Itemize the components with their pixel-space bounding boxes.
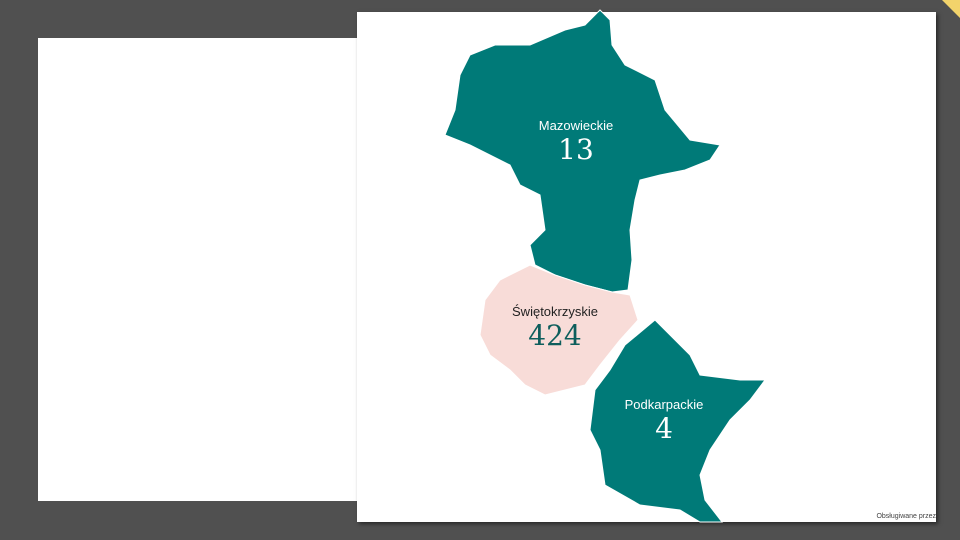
region-name: Podkarpackie [624, 397, 704, 412]
label-mazowieckie: Mazowieckie 13 [539, 118, 613, 166]
region-swietokrzyskie[interactable] [479, 264, 639, 396]
label-swietokrzyskie: Świętokrzyskie 424 [512, 304, 598, 352]
region-value: 424 [528, 319, 582, 352]
region-name: Mazowieckie [538, 118, 614, 133]
blank-panel [38, 38, 368, 501]
region-podkarpackie[interactable] [589, 319, 766, 523]
corner-marker [942, 0, 960, 18]
region-value: 4 [655, 412, 673, 445]
label-podkarpackie: Podkarpackie 4 [625, 397, 704, 445]
region-name: Świętokrzyskie [512, 304, 598, 319]
region-value: 13 [558, 133, 594, 166]
attribution: Obsługiwane przez [876, 513, 936, 520]
